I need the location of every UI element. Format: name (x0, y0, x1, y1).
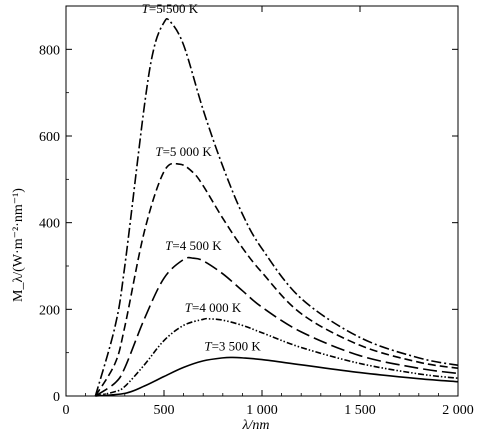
series-label-4: T=5 000 K (155, 144, 212, 159)
series-line-3 (94, 256, 459, 397)
series-line-4 (94, 162, 459, 397)
x-axis-title: λ/nm (241, 418, 269, 433)
x-tick-label: 500 (154, 403, 175, 418)
series-line-2 (95, 317, 459, 397)
x-tick-label: 1 500 (344, 403, 376, 418)
x-tick-label: 2 000 (442, 403, 474, 418)
y-axis-title: M_λ/(W·m⁻²·nm⁻¹) (11, 188, 26, 302)
y-tick-label: 400 (39, 217, 60, 232)
y-tick-label: 0 (53, 390, 60, 405)
series-line-5 (94, 17, 459, 397)
x-tick-label: 1 000 (246, 403, 278, 418)
y-tick-label: 200 (39, 303, 60, 318)
series-label-1: T=3 500 K (204, 338, 261, 353)
series-line-1 (95, 356, 459, 397)
y-tick-label: 800 (39, 43, 60, 58)
plot-frame (65, 5, 459, 397)
series-label-5: T=5 500 K (142, 1, 199, 16)
series-label-3: T=4 500 K (165, 238, 222, 253)
x-tick-label: 0 (63, 403, 70, 418)
series-label-2: T=4 000 K (185, 300, 242, 315)
y-tick-label: 600 (39, 130, 60, 145)
